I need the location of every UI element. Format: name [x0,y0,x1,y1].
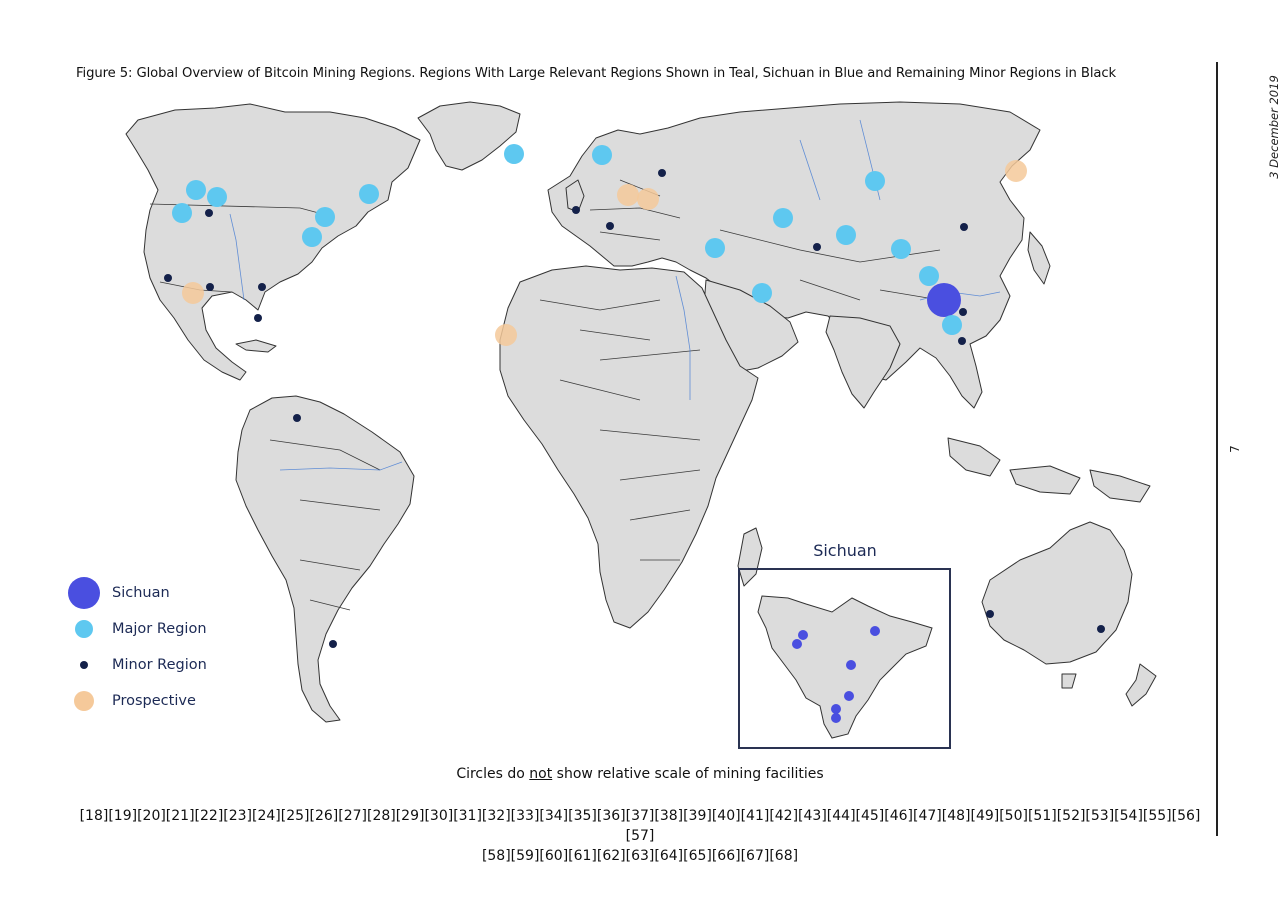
minor-region-marker [960,223,968,231]
amazon-river [279,461,403,471]
minor-region-marker [293,414,301,422]
minor-region-marker [258,283,266,291]
sichuan-inset-marker [870,626,880,636]
minor-region-marker [606,222,614,230]
prospective-swatch [66,690,102,712]
legend-item-minor: Minor Region [66,647,207,683]
sichuan-inset-marker [798,630,808,640]
sichuan-inset-frame [738,568,951,749]
madagascar [737,527,763,587]
minor-region-marker [813,243,821,251]
major-region-marker [315,207,335,227]
sichuan-inset-marker [792,639,802,649]
southeast-asia-islands [947,437,1151,503]
references-line-2: [58][59][60][61][62][63][64][65][66][67]… [481,848,799,864]
japan [1027,231,1051,285]
legend: Sichuan Major Region Minor Region Prospe… [66,575,207,719]
sichuan-inset-marker [844,691,854,701]
references-line-1: [18][19][20][21][22][23][24][25][26][27]… [79,808,1201,844]
sichuan-inset-marker [846,660,856,670]
minor-region-marker [986,610,994,618]
legend-label: Prospective [112,693,196,709]
australia [981,521,1133,665]
major-region-marker [865,171,885,191]
prospective-region-marker [182,282,204,304]
major-region-marker [207,187,227,207]
sichuan-region-marker [927,283,961,317]
major-region-marker [186,180,206,200]
prospective-region-marker [617,184,639,206]
figure-title: Figure 5: Global Overview of Bitcoin Min… [76,66,1117,81]
legend-item-major: Major Region [66,611,207,647]
minor-region-marker [254,314,262,322]
minor-region-marker [205,209,213,217]
minor-region-marker [164,274,172,282]
prospective-region-marker [495,324,517,346]
scale-note: Circles do not show relative scale of mi… [0,766,1280,782]
legend-item-prospective: Prospective [66,683,207,719]
legend-label: Major Region [112,621,207,637]
minor-region-marker [1097,625,1105,633]
indian-subcontinent [825,315,901,409]
side-rule [1216,62,1218,836]
caribbean [235,339,277,353]
asia-borders [719,229,961,331]
prospective-region-marker [1005,160,1027,182]
note-after: show relative scale of mining facilities [552,766,824,782]
new-zealand [1125,663,1157,707]
major-region-marker [172,203,192,223]
minor-swatch [66,660,102,670]
legend-label: Minor Region [112,657,207,673]
prospective-region-marker [637,188,659,210]
south-america-borders [269,439,381,611]
note-before: Circles do [456,766,530,782]
greenland [417,101,521,171]
north-america [125,103,421,381]
land-masses [125,101,1157,723]
major-region-marker [773,208,793,228]
mississippi-river [229,213,245,301]
major-region-marker [919,266,939,286]
legend-label: Sichuan [112,585,170,601]
british-isles [565,179,585,213]
sahara-borders [539,299,701,401]
ob-river [799,139,821,201]
major-region-marker [942,315,962,335]
major-region-marker [359,184,379,204]
sichuan-swatch [66,576,102,610]
south-america [235,395,415,723]
minor-region-marker [959,308,967,316]
inset-title: Sichuan [813,541,877,560]
note-underlined: not [529,766,553,782]
minor-region-marker [658,169,666,177]
minor-region-marker [206,283,214,291]
sichuan-inset-marker [831,704,841,714]
major-region-marker [891,239,911,259]
major-region-marker [705,238,725,258]
sichuan-inset-markers [792,626,880,723]
minor-region-marker [329,640,337,648]
major-region-marker [836,225,856,245]
major-region-marker [752,283,772,303]
sichuan-inset-marker [831,713,841,723]
major-region-marker [592,145,612,165]
references: [18][19][20][21][22][23][24][25][26][27]… [70,806,1210,866]
eurasia [547,101,1041,409]
minor-region-marker [572,206,580,214]
major-region-marker [504,144,524,164]
central-africa-borders [599,429,701,561]
mining-markers [164,144,1105,648]
legend-item-sichuan: Sichuan [66,575,207,611]
africa [499,265,759,629]
major-swatch [66,619,102,639]
major-region-marker [302,227,322,247]
nile-river [675,275,691,400]
tasmania [1061,673,1077,689]
minor-region-marker [958,337,966,345]
